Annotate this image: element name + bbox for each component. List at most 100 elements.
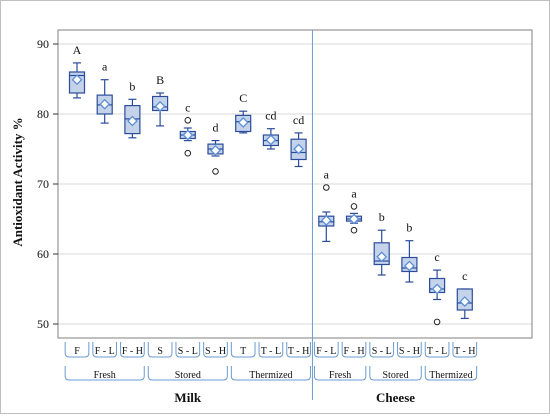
grid-layer <box>58 43 532 325</box>
box-6 <box>235 110 252 134</box>
significance-letter: c <box>462 269 467 283</box>
significance-letter: B <box>156 73 164 87</box>
group-label: Stored <box>175 370 201 381</box>
significance-letter: cd <box>265 109 276 123</box>
category-label: F - H <box>122 346 143 357</box>
category-bracket <box>452 342 478 358</box>
group-label: Fresh <box>329 370 351 381</box>
mean-marker <box>403 260 415 272</box>
category-label: S <box>157 346 163 357</box>
category-label: T <box>240 346 246 357</box>
group-bracket <box>313 366 367 381</box>
y-tick-label: 90 <box>37 37 49 51</box>
category-bracket <box>120 342 145 358</box>
category-label: T - H <box>454 346 475 357</box>
mean-marker <box>431 283 443 295</box>
box-14 <box>456 288 473 319</box>
group-bracket <box>424 366 478 381</box>
group-label: Thermized <box>429 370 472 381</box>
category-bracket <box>369 342 395 358</box>
category-bracket <box>175 342 201 358</box>
mean-marker <box>265 134 277 146</box>
category-bracket <box>286 342 311 358</box>
category-label: T - L <box>427 346 447 357</box>
mean-marker <box>293 143 305 155</box>
category-label: S - H <box>399 346 420 357</box>
box-4 <box>179 117 196 157</box>
box-12 <box>401 240 418 283</box>
significance-letter: A <box>73 43 82 57</box>
outlier-point <box>184 149 192 157</box>
significance-letter: cd <box>293 113 304 127</box>
category-bracket <box>92 342 118 358</box>
category-label: F <box>74 346 80 357</box>
box-9 <box>318 184 335 242</box>
y-tick-label: 50 <box>37 317 49 331</box>
outlier-point <box>323 184 330 191</box>
box-1 <box>96 79 113 124</box>
group-bracket <box>369 366 422 381</box>
outlier-point <box>350 203 358 210</box>
box-11 <box>373 229 390 276</box>
box-10 <box>345 203 363 234</box>
mean-marker <box>459 296 471 308</box>
mean-marker <box>348 213 360 225</box>
mean-marker <box>376 251 388 263</box>
y-tick-label: 80 <box>37 107 49 121</box>
group-label: Fresh <box>94 370 116 381</box>
category-label: S - L <box>178 346 198 357</box>
box-7 <box>262 128 279 150</box>
significance-letter: c <box>434 250 439 264</box>
y-tick-label: 60 <box>37 247 49 261</box>
box-8 <box>290 132 307 168</box>
box-3 <box>152 92 169 127</box>
box-13 <box>429 269 446 326</box>
axis-layer: 50 60 70 80 90 <box>37 37 478 381</box>
category-label: F - H <box>343 346 364 357</box>
significance-letter: b <box>129 79 135 93</box>
mean-marker <box>182 129 194 141</box>
group-label: Thermized <box>249 370 292 381</box>
mean-marker <box>71 74 83 86</box>
category-bracket <box>64 342 90 358</box>
supergroup-label: Milk <box>174 390 201 405</box>
category-bracket <box>424 342 450 358</box>
significance-letter: b <box>379 210 385 224</box>
mean-marker <box>210 144 221 156</box>
category-label: T - H <box>288 346 309 357</box>
category-label: F - L <box>95 346 115 357</box>
category-label: S - H <box>205 346 226 357</box>
box-5 <box>207 140 224 175</box>
mean-marker <box>126 115 138 127</box>
outlier-point <box>212 168 219 175</box>
group-bracket <box>64 366 145 381</box>
category-bracket <box>258 342 284 358</box>
mean-marker <box>154 100 166 112</box>
y-tick-label: 70 <box>37 177 49 191</box>
group-bracket <box>147 366 228 381</box>
category-bracket <box>230 342 256 358</box>
significance-letter: d <box>213 121 219 135</box>
y-axis-title: Antioxidant Activity % <box>10 117 25 246</box>
category-bracket <box>397 342 422 358</box>
category-label: T - L <box>261 346 281 357</box>
significance-letter: a <box>351 186 357 200</box>
outlier-point <box>433 318 441 326</box>
category-bracket <box>203 342 228 358</box>
box-layer <box>68 62 473 326</box>
significance-letter: C <box>239 91 247 105</box>
significance-letter: c <box>185 100 190 114</box>
category-bracket <box>341 342 367 358</box>
group-label: Stored <box>382 370 408 381</box>
mean-marker <box>99 98 111 110</box>
category-bracket <box>147 342 173 358</box>
supergroup-label: Cheese <box>376 390 415 405</box>
category-label: S - L <box>372 346 392 357</box>
significance-letter: a <box>102 60 108 74</box>
mean-marker <box>320 214 332 226</box>
significance-letter: a <box>324 168 330 182</box>
